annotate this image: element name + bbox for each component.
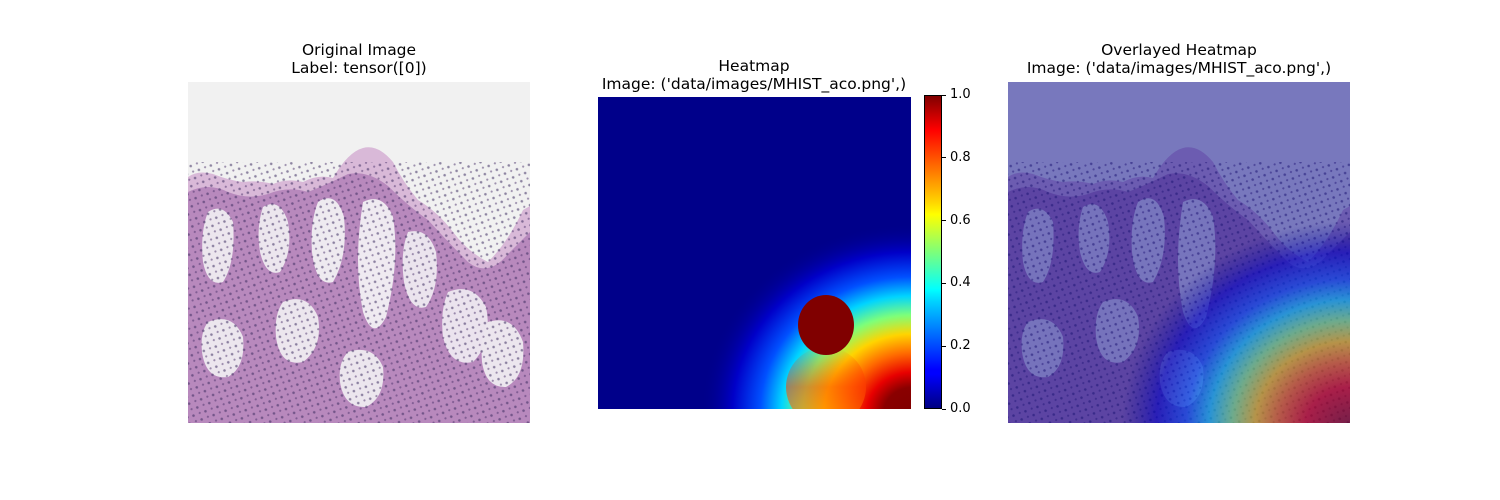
colorbar [924,95,942,409]
heatmap-subtitle-line: Image: ('data/images/MHIST_aco.png',) [601,75,907,93]
colorbar-tick-label: 0.8 [950,149,971,165]
heatmap-title-line: Heatmap [718,57,790,75]
colorbar-tick [942,220,946,222]
colorbar-tick [942,345,946,347]
colorbar-tick [942,94,946,96]
original-title-line: Original Image [301,41,417,59]
colorbar-tick-label: 0.6 [950,212,971,228]
colorbar-tick-label: 0.0 [950,401,971,416]
heatmap-title: Heatmap Image: ('data/images/MHIST_aco.pn… [560,57,948,93]
colorbar-tick [942,157,946,159]
original-subtitle-line: Label: tensor([0]) [291,59,427,77]
overlay-subtitle-line: Image: ('data/images/MHIST_aco.png',) [1026,59,1332,77]
original-image [188,82,530,423]
colorbar-tick-label: 0.2 [950,338,971,354]
colorbar-tick [942,408,946,410]
heatmap-image [598,97,911,409]
overlay-title-line: Overlayed Heatmap [1101,41,1257,59]
overlay-title: Overlayed Heatmap Image: ('data/images/MH… [1008,41,1350,77]
overlay-image [1008,82,1350,423]
colorbar-tick-label: 1.0 [950,87,971,102]
original-image-title: Original Image Label: tensor([0]) [188,41,530,77]
colorbar-tick-label: 0.4 [950,275,971,291]
colorbar-tick [942,282,946,284]
